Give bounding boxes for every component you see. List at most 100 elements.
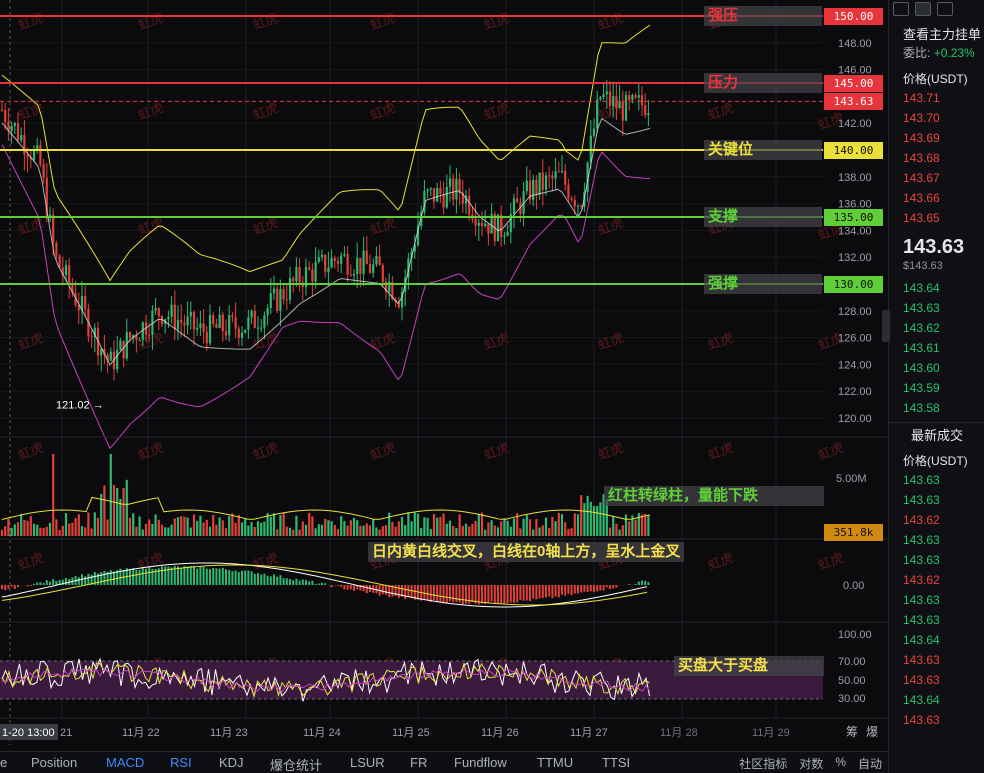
candle-body [176,319,180,330]
bid-row[interactable]: 143.61 [903,341,940,355]
candle-body [640,95,644,106]
candle-body [263,315,266,328]
candle-body [119,340,122,351]
panel-collapse-handle[interactable] [882,310,890,342]
main-orders-link[interactable]: 查看主力挂单 [903,27,982,42]
toggle-0[interactable]: 社区指标 [739,757,788,771]
trade-row[interactable]: 143.63 [903,493,940,507]
bid-row[interactable]: 143.62 [903,321,940,335]
trade-row[interactable]: 143.63 [903,593,940,607]
trade-row[interactable]: 143.63 [903,673,940,687]
price-tick: 134.00 [838,225,872,237]
tab-8[interactable]: Fundflow [454,755,507,770]
volume-bar [231,513,234,536]
candle-body [602,94,605,98]
macd-histogram [298,580,301,585]
candle-body [100,348,103,356]
trade-row[interactable]: 143.62 [903,573,940,587]
macd-histogram [413,585,416,600]
ask-row[interactable]: 143.69 [903,131,940,145]
toggle-3[interactable]: 自动 [857,757,882,771]
price-tick: 148.00 [838,38,872,50]
trade-row[interactable]: 143.62 [903,513,940,527]
candle-body [509,214,512,233]
macd-histogram [221,567,224,585]
volume-bar [535,519,538,536]
candle-body [244,329,247,333]
trade-row[interactable]: 143.63 [903,653,940,667]
level-annotation: 支撑 [704,207,822,227]
trade-row[interactable]: 143.63 [903,613,940,627]
ask-row[interactable]: 143.66 [903,191,940,205]
candle-body [573,199,576,207]
watermark: 虹虎 [16,100,46,123]
ask-row[interactable]: 143.71 [903,91,940,105]
ask-row[interactable]: 143.65 [903,211,940,225]
candle-body [407,258,410,278]
trade-row[interactable]: 143.63 [903,473,940,487]
volume-bar [42,527,45,536]
watermark: 虹虎 [16,550,46,573]
bid-row[interactable]: 143.59 [903,381,940,395]
ask-row[interactable]: 143.68 [903,151,940,165]
candle-body [388,281,391,292]
tab-7[interactable]: FR [410,755,428,770]
volume-bar [208,526,212,536]
candle-body [333,258,336,261]
chart-area[interactable]: 虹虎 虹虎 虹虎 虹虎 虹虎 虹虎 虹虎 虹虎 虹虎 虹虎 虹虎 虹虎 虹虎 虹虎 虹虎 虹虎 虹虎 虹虎 虹虎 虹虎… [0,0,888,745]
trades-icon[interactable] [937,2,953,16]
macd-histogram [29,585,32,587]
tab-4[interactable]: KDJ [219,755,244,770]
toggle-1[interactable]: 对数 [799,757,824,771]
latest-trades-title[interactable]: 最新成交 [889,422,984,448]
candle-body [439,187,442,195]
candle-body [125,332,128,359]
bid-row[interactable]: 143.63 [903,301,940,315]
tab-3[interactable]: RSI [170,755,192,770]
macd-histogram [375,585,378,594]
trade-row[interactable]: 143.63 [903,533,940,547]
tab-1[interactable]: Position [31,755,78,770]
ask-row[interactable]: 143.70 [903,111,940,125]
volume-bar [93,512,96,536]
orderbook-icon[interactable] [915,2,931,16]
macd-histogram [449,585,451,602]
macd-histogram [548,585,551,597]
bid-row[interactable]: 143.58 [903,401,940,415]
tab-5[interactable]: 爆仓统计 [270,758,323,773]
ask-row[interactable]: 143.67 [903,171,940,185]
watermark: 虹虎 [596,10,626,33]
volume-bar [32,523,36,536]
candle-body [192,311,196,330]
volume-bar [564,522,567,536]
candle-body [122,340,125,359]
bid-row[interactable]: 143.60 [903,361,940,375]
tab-9[interactable]: TTMU [537,755,574,770]
trade-row[interactable]: 143.63 [903,713,940,727]
macd-histogram [231,571,234,585]
macd-histogram [196,568,199,585]
tab-6[interactable]: LSUR [350,755,385,770]
trade-row[interactable]: 143.64 [903,633,940,647]
candle-body [455,178,458,200]
volume-bar [541,525,544,536]
bid-row[interactable]: 143.64 [903,281,940,295]
trade-row[interactable]: 143.64 [903,693,940,707]
trade-row[interactable]: 143.63 [903,553,940,567]
candle-body [624,95,628,121]
volume-bar [0,529,4,536]
macd-histogram [202,566,205,585]
tab-10[interactable]: TTSI [602,755,631,770]
volume-bar [196,520,199,536]
macd-histogram [93,571,96,585]
volume-bar [416,513,420,536]
volume-bar [362,525,365,536]
macd-histogram [340,585,343,587]
layout-icon[interactable] [893,2,909,16]
candle-body [564,171,567,185]
toggle-2[interactable]: % [835,755,846,769]
tab-0[interactable]: e [0,755,8,770]
candle-body [173,304,176,330]
tab-2[interactable]: MACD [106,755,145,770]
